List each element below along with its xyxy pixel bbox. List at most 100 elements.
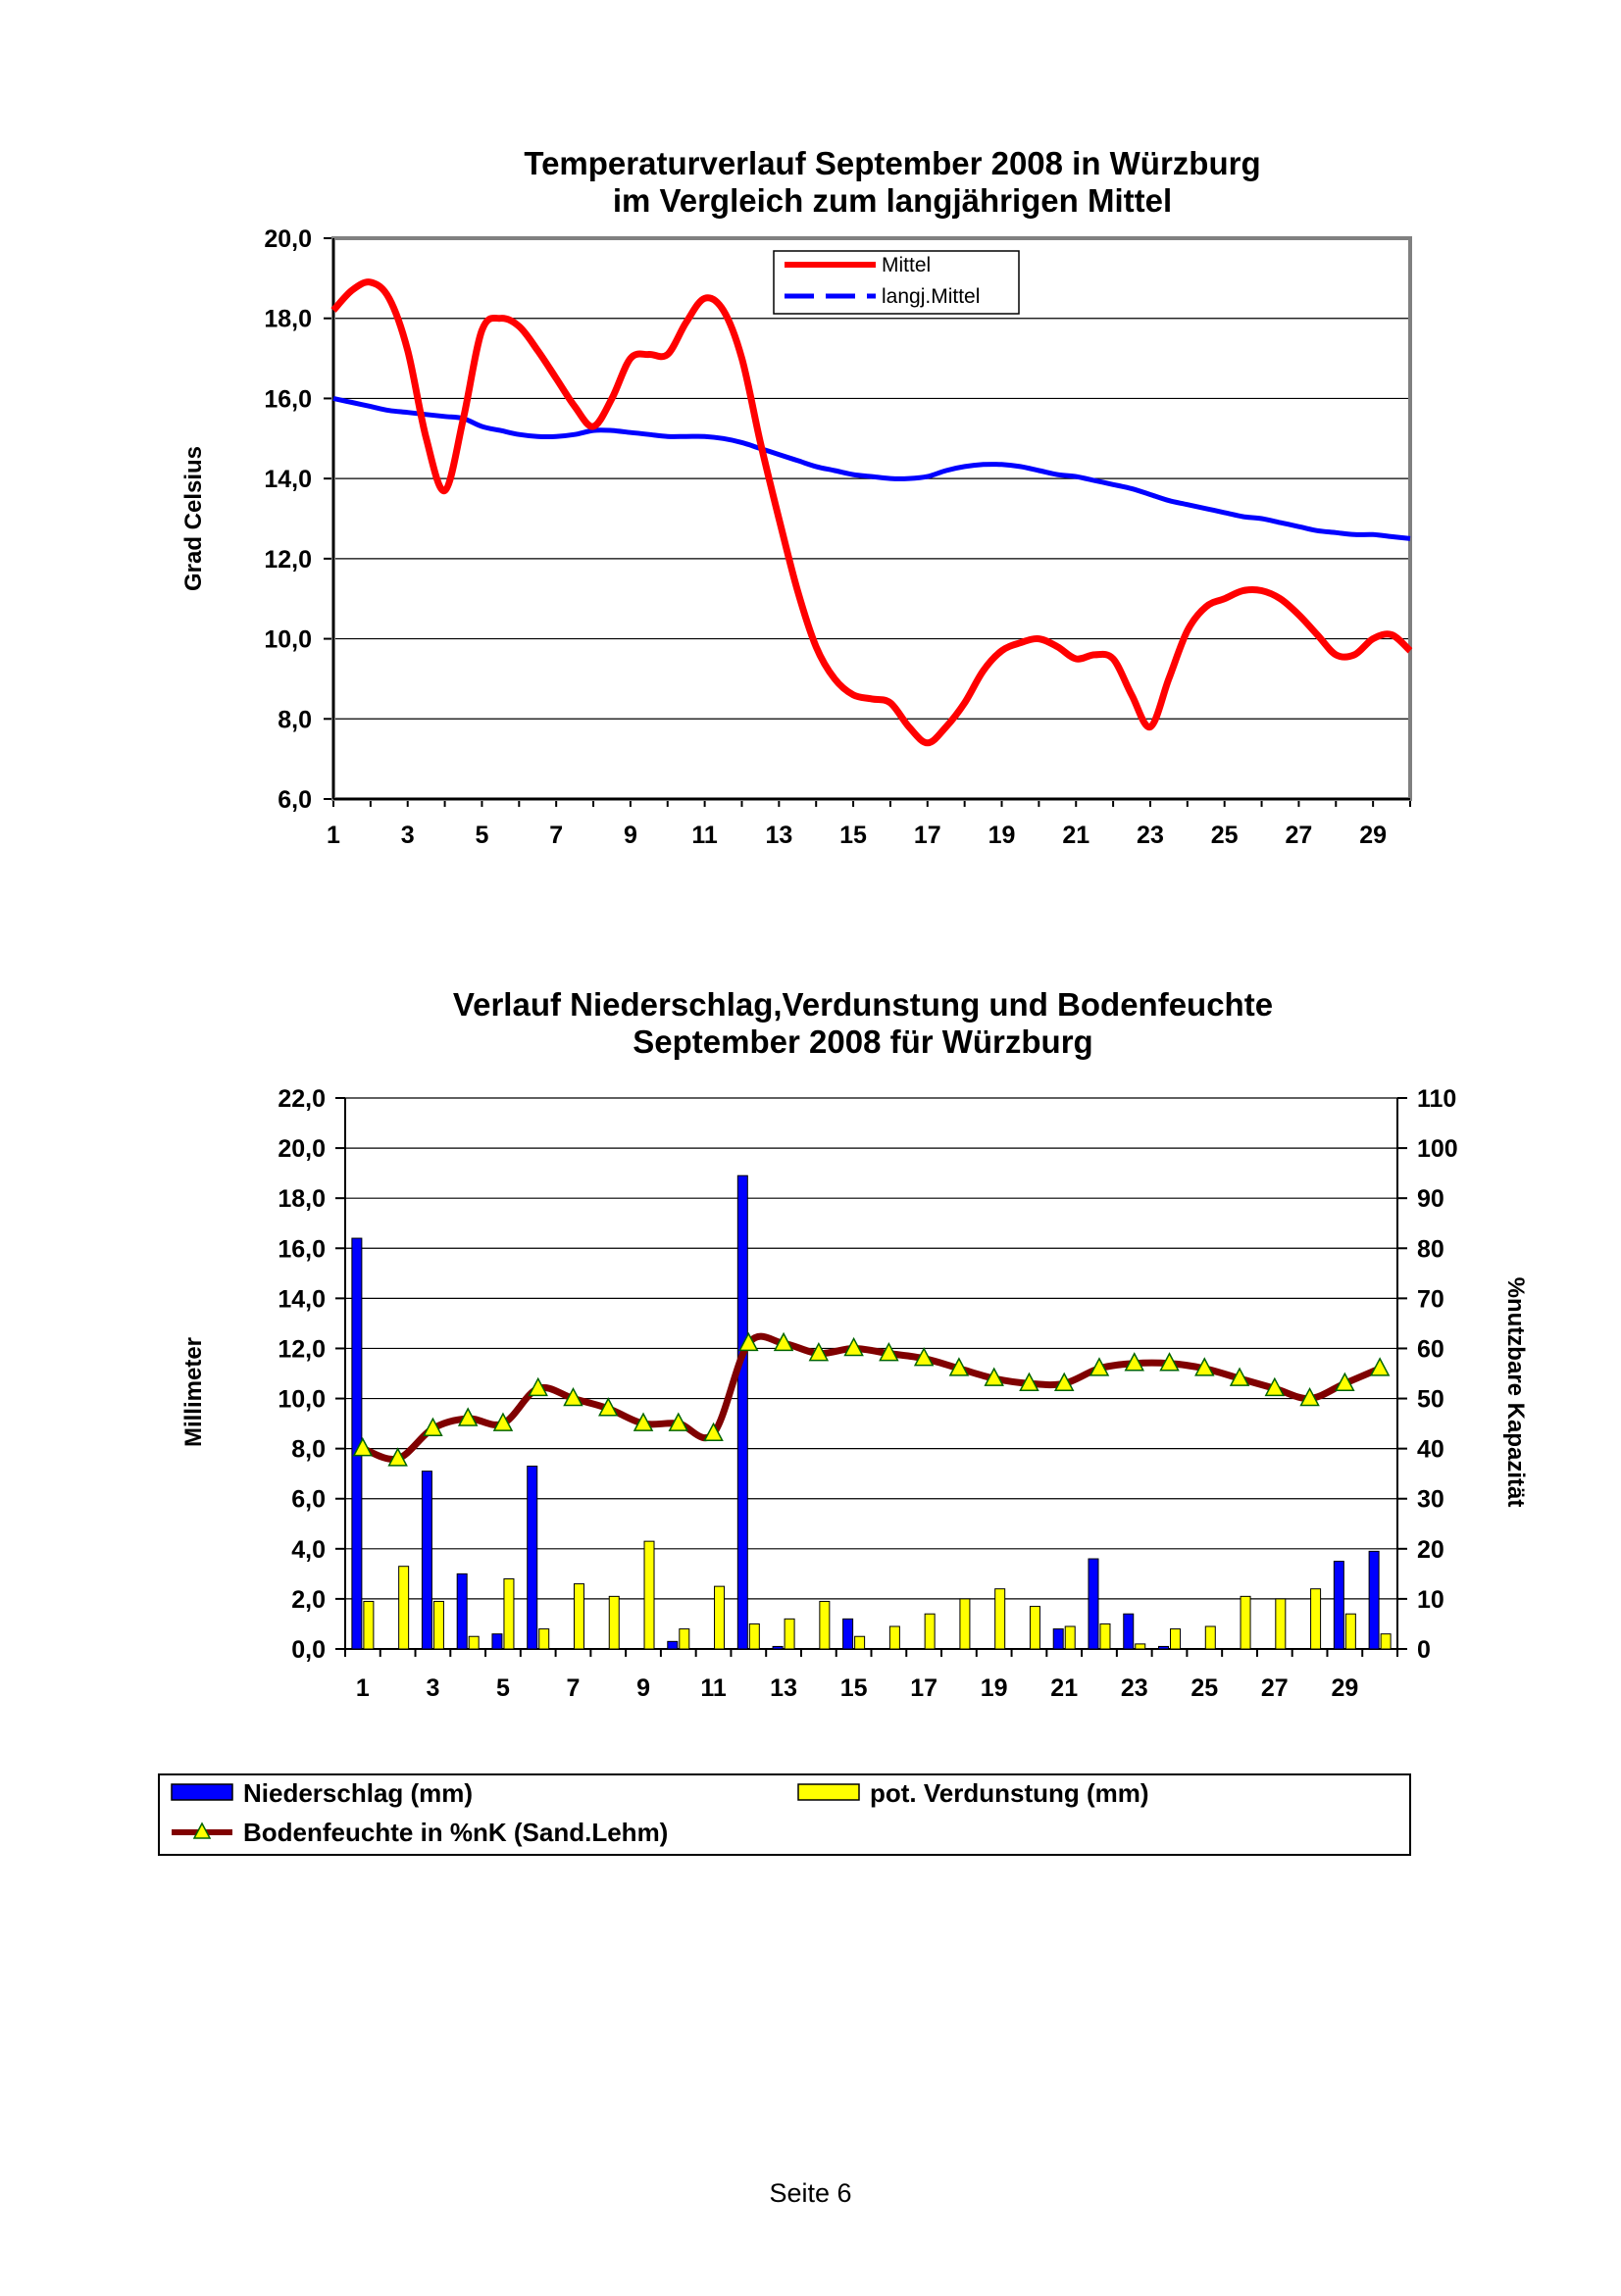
chart2-y-tick-label: 2,0: [291, 1586, 326, 1614]
chart1-x-tick-label: 5: [475, 822, 488, 849]
chart1-series-lines: [330, 278, 1413, 747]
chart2-x-tick-label: 5: [496, 1674, 510, 1702]
bar-niederschlag: [1158, 1645, 1170, 1650]
bar-verdunstung: [714, 1585, 726, 1650]
bar-verdunstung: [1170, 1628, 1182, 1650]
chart2-y2-tick-label: 70: [1417, 1285, 1444, 1313]
chart2-gridlines: [335, 1097, 1407, 1657]
bar-verdunstung: [1064, 1625, 1076, 1650]
bar-verdunstung: [573, 1583, 584, 1650]
chart2-x-tick-labels: 1 3 5 7 9 11 13 15 17 19 21 23 25 27 29: [356, 1674, 1358, 1702]
legend-mittel-label: Mittel: [882, 254, 931, 276]
chart1-x-tick-label: 27: [1286, 822, 1313, 849]
marker-bodenfeuchte: [1019, 1372, 1039, 1391]
marker-bodenfeuchte: [1194, 1357, 1215, 1376]
chart2-x-tick-label: 17: [910, 1674, 937, 1702]
chart1-y-tick-label: 6,0: [278, 786, 312, 814]
chart1-title-line2: im Vergleich zum langjährigen Mittel: [613, 182, 1172, 219]
marker-bodenfeuchte: [948, 1357, 970, 1376]
chart2-title-line1: Verlauf Niederschlag,Verdunstung und Bod…: [453, 986, 1273, 1023]
chart2-x-tick-label: 9: [636, 1674, 650, 1702]
chart2-right-axis-label: %nutzbare Kapazität: [1502, 1277, 1529, 1508]
chart2-y2-tick-label: 0: [1417, 1636, 1431, 1664]
chart2-x-tick-label: 3: [426, 1674, 439, 1702]
chart1-y-axis-label: Grad Celsius: [180, 446, 207, 591]
bar-verdunstung: [994, 1588, 1006, 1650]
chart1-x-tick-labels: 1 3 5 7 9 11 13 15 17 19 21 23 25 27 29: [327, 822, 1387, 849]
legend-langj-mittel-label: langj.Mittel: [882, 285, 980, 308]
chart1-title-line1: Temperaturverlauf September 2008 in Würz…: [524, 145, 1260, 181]
chart2-y2-tick-label: 60: [1417, 1335, 1444, 1363]
bar-verdunstung: [1240, 1595, 1251, 1650]
chart2-x-tick-label: 15: [840, 1674, 868, 1702]
marker-bodenfeuchte: [387, 1447, 408, 1467]
marker-bodenfeuchte: [633, 1412, 654, 1431]
chart2-left-axis-label: Millimeter: [180, 1337, 207, 1447]
chart2-y2-tick-label: 80: [1417, 1235, 1444, 1263]
chart1-legend: Mittel langj.Mittel: [773, 250, 1020, 315]
marker-bodenfeuchte: [808, 1341, 830, 1362]
marker-bodenfeuchte: [598, 1397, 619, 1417]
bar-niederschlag: [456, 1572, 468, 1650]
chart2-x-tick-label: 11: [700, 1674, 727, 1702]
chart1-x-tick-label: 11: [691, 822, 718, 849]
bar-verdunstung: [363, 1600, 375, 1650]
marker-bodenfeuchte: [1299, 1386, 1320, 1407]
marker-bodenfeuchte: [1229, 1367, 1250, 1386]
marker-bodenfeuchte: [703, 1422, 724, 1442]
line-bodenfeuchte: [361, 1332, 1382, 1463]
legend-verdunstung-swatch: [797, 1783, 860, 1801]
chart1-x-tick-label: 17: [914, 822, 941, 849]
chart2-legend: Niederschlag (mm) pot. Verdunstung (mm) …: [158, 1773, 1411, 1856]
marker-bodenfeuchte: [1089, 1357, 1110, 1376]
chart2-y2-tick-label: 50: [1417, 1386, 1444, 1414]
bar-verdunstung: [679, 1628, 690, 1650]
chart2-y-tick-label: 18,0: [278, 1185, 326, 1213]
legend-niederschlag-swatch: [171, 1783, 233, 1801]
chart1-x-tick-label: 25: [1211, 822, 1239, 849]
chart2-y-tick-label: 20,0: [278, 1135, 326, 1163]
chart2-y-tick-label: 4,0: [291, 1536, 326, 1564]
chart1-y-tick-labels: 6,0 8,0 10,0 12,0 14,0 16,0 18,0 20,0: [264, 225, 312, 814]
chart2-y-tick-label: 12,0: [278, 1335, 326, 1363]
bar-verdunstung: [1344, 1613, 1356, 1650]
bar-niederschlag: [667, 1640, 679, 1650]
chart2-right-tick-labels: 0 10 20 30 40 50 60 70 80 90 100 110: [1417, 1085, 1458, 1664]
marker-bodenfeuchte: [668, 1412, 689, 1431]
legend-verdunstung-label: pot. Verdunstung (mm): [870, 1778, 1149, 1808]
chart2-y2-tick-label: 110: [1417, 1085, 1456, 1113]
bar-verdunstung: [784, 1618, 795, 1650]
bar-niederschlag: [1368, 1550, 1380, 1650]
chart2-soil-moisture-line: [352, 1331, 1391, 1467]
marker-bodenfeuchte: [984, 1367, 1004, 1386]
chart1-x-tick-label: 15: [839, 822, 867, 849]
bar-verdunstung: [432, 1600, 444, 1650]
marker-bodenfeuchte: [352, 1437, 374, 1457]
chart2-y2-tick-label: 30: [1417, 1486, 1444, 1514]
chart1-series-langj-mittel: [332, 395, 1411, 541]
chart1-x-tick-label: 7: [549, 822, 563, 849]
bar-verdunstung: [1380, 1633, 1392, 1650]
chart1-y-tick-label: 16,0: [264, 385, 312, 413]
chart2-bars: [351, 1174, 1392, 1650]
bar-niederschlag: [736, 1174, 748, 1650]
chart2-y2-tick-label: 100: [1417, 1135, 1458, 1163]
chart1-x-tick-label: 19: [988, 822, 1016, 849]
legend-bodenfeuchte-marker-icon: [192, 1822, 212, 1839]
chart2-x-tick-label: 13: [770, 1674, 797, 1702]
chart1-y-tick-label: 12,0: [264, 546, 312, 574]
bar-verdunstung: [608, 1595, 620, 1650]
bar-niederschlag: [491, 1633, 503, 1650]
page-number: Seite 6: [769, 2178, 852, 2208]
bar-verdunstung: [888, 1625, 900, 1650]
chart2-y2-tick-label: 40: [1417, 1436, 1444, 1464]
marker-bodenfeuchte: [1335, 1372, 1355, 1391]
bar-niederschlag: [1052, 1628, 1064, 1650]
bar-verdunstung: [1099, 1622, 1111, 1650]
chart2-left-tick-labels: 0,0 2,0 4,0 6,0 8,0 10,0 12,0 14,0 16,0 18,0 20,0 2…: [278, 1085, 326, 1664]
chart2-y2-tick-label: 90: [1417, 1185, 1444, 1213]
marker-bodenfeuchte: [738, 1331, 759, 1352]
marker-bodenfeuchte: [843, 1336, 864, 1357]
chart1-series-mittel: [330, 278, 1413, 747]
